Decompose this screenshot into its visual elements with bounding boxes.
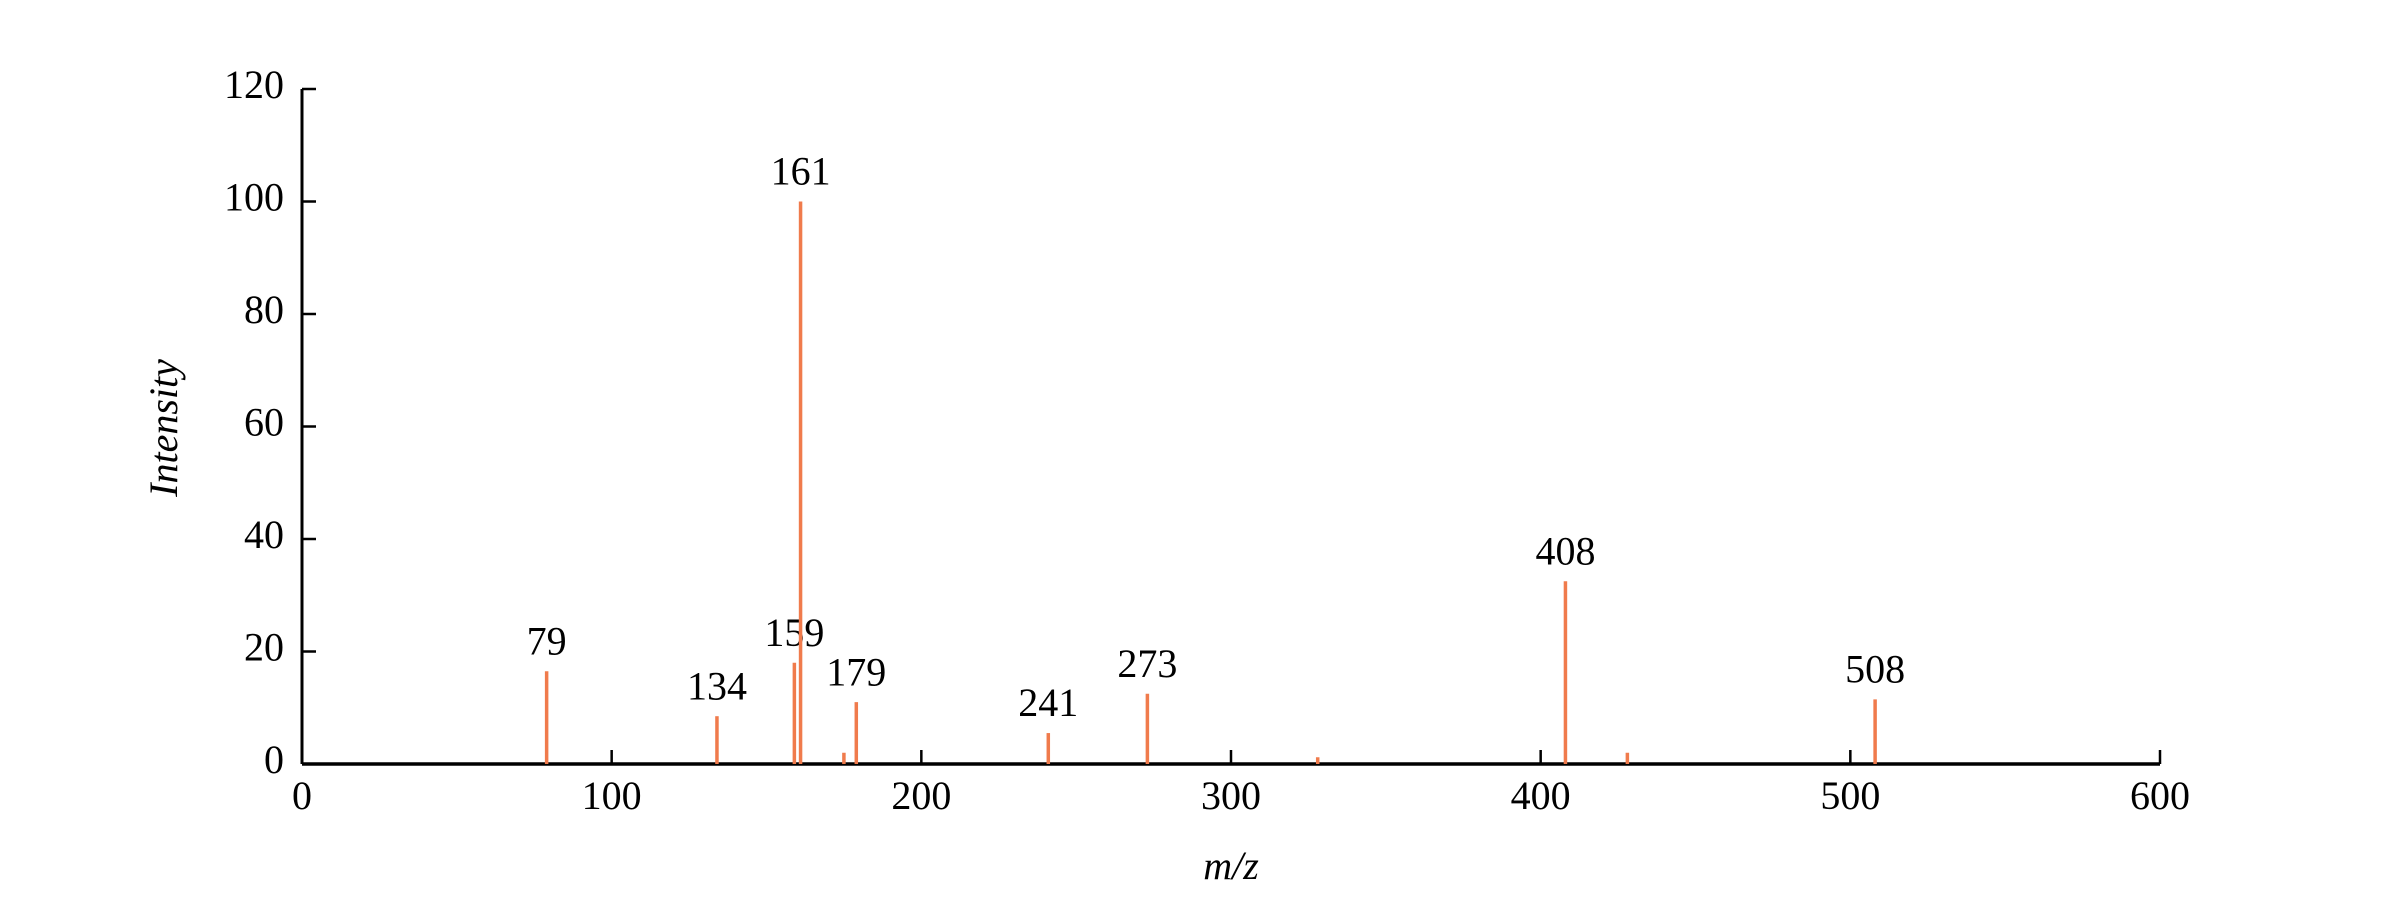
y-tick-label: 20: [244, 625, 284, 670]
y-tick-label: 60: [244, 400, 284, 445]
peak-label: 159: [764, 610, 824, 655]
x-tick-label: 300: [1201, 773, 1261, 818]
x-axis-label: m/z: [1203, 843, 1259, 888]
x-tick-label: 0: [292, 773, 312, 818]
y-tick-label: 100: [224, 175, 284, 220]
x-tick-label: 200: [891, 773, 951, 818]
y-tick-label: 120: [224, 62, 284, 107]
peak-label: 408: [1535, 528, 1595, 573]
x-tick-label: 100: [582, 773, 642, 818]
y-tick-label: 0: [264, 737, 284, 782]
y-tick-label: 40: [244, 512, 284, 557]
x-tick-label: 500: [1820, 773, 1880, 818]
peak-label: 508: [1845, 646, 1905, 691]
peak-label: 179: [826, 649, 886, 694]
peak-label: 241: [1018, 680, 1078, 725]
x-tick-label: 400: [1511, 773, 1571, 818]
x-tick-label: 600: [2130, 773, 2190, 818]
y-axis-label: Intensity: [141, 359, 186, 498]
peak-label: 273: [1117, 641, 1177, 686]
peak-label: 134: [687, 663, 747, 708]
peak-label: 79: [527, 618, 567, 663]
peak-label: 161: [771, 149, 831, 194]
y-tick-label: 80: [244, 287, 284, 332]
